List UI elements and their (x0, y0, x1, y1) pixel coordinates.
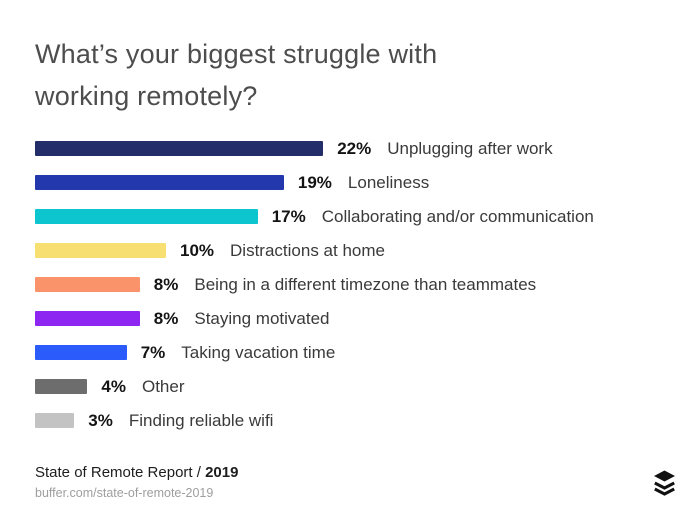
bar (35, 243, 166, 258)
bar-row: 22% Unplugging after work (35, 138, 675, 159)
bar (35, 311, 140, 326)
bar-row: 10% Distractions at home (35, 240, 675, 261)
footer-report-name: State of Remote Report / (35, 464, 201, 481)
bar-row: 8% Staying motivated (35, 308, 675, 329)
bar (35, 209, 258, 224)
bar-percent-value: 4% (101, 376, 126, 396)
bar-percent-value: 3% (88, 410, 113, 430)
buffer-logo-icon (654, 470, 675, 496)
bar-percent-value: 19% (297, 172, 332, 192)
bar (35, 345, 127, 360)
bar-percent-value: 10% (180, 240, 215, 260)
footer-report-title: State of Remote Report / 2019 (35, 464, 238, 481)
bar (35, 277, 140, 292)
footer-report-year: 2019 (205, 464, 239, 481)
bar-row: 19% Loneliness (35, 172, 675, 193)
bar-category-label: Unplugging after work (387, 138, 553, 158)
bar-row: 3% Finding reliable wifi (35, 410, 675, 431)
bar-category-label: Loneliness (347, 172, 430, 192)
bar-category-label: Finding reliable wifi (128, 410, 274, 430)
footer-url: buffer.com/state-of-remote-2019 (35, 486, 214, 500)
bar (35, 141, 324, 156)
bar-row: 17% Collaborating and/or communication (35, 206, 675, 227)
bar-category-label: Staying motivated (194, 308, 330, 328)
bar-chart: 22% Unplugging after work 19% Loneliness… (35, 138, 675, 444)
bar-category-label: Other (141, 376, 185, 396)
bar-row: 7% Taking vacation time (35, 342, 675, 363)
bar-category-label: Being in a different timezone than teamm… (194, 274, 537, 294)
bar (35, 413, 75, 428)
bar-percent-value: 17% (271, 206, 306, 226)
bar-row: 4% Other (35, 376, 675, 397)
page-title-line-2: working remotely? (35, 81, 258, 111)
bar-category-label: Distractions at home (230, 240, 385, 260)
bar-percent-value: 8% (153, 308, 179, 328)
bar-percent-value: 7% (140, 342, 166, 362)
bar (35, 175, 284, 190)
page-title-line-1: What’s your biggest struggle with (35, 39, 438, 69)
bar-percent-value: 8% (153, 274, 179, 294)
bar-percent-value: 22% (337, 138, 372, 158)
bar-category-label: Taking vacation time (181, 342, 336, 362)
bar-category-label: Collaborating and/or communication (321, 206, 594, 226)
page-title: What’s your biggest struggle with workin… (35, 33, 437, 117)
bar (35, 379, 88, 394)
bar-row: 8% Being in a different timezone than te… (35, 274, 675, 295)
